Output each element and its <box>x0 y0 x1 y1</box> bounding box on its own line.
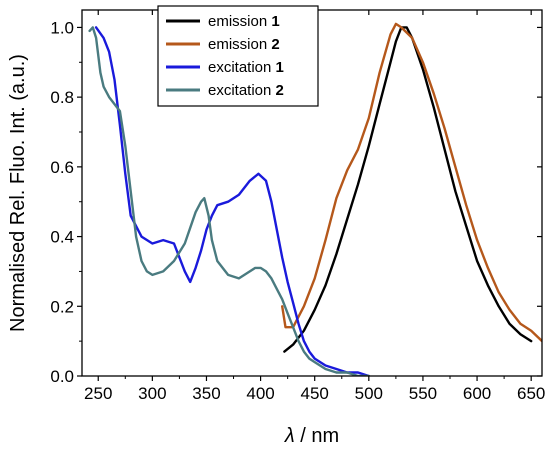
x-tick-label: 600 <box>463 384 491 403</box>
x-axis-title-unit: / nm <box>295 425 339 447</box>
x-tick-label: 500 <box>355 384 383 403</box>
legend-label-text: emission <box>208 13 271 30</box>
legend-label-text: excitation <box>208 59 276 76</box>
x-tick-label: 550 <box>409 384 437 403</box>
legend-label: emission 2 <box>208 36 280 53</box>
series-line-excitation-1 <box>94 26 370 376</box>
x-tick-label: 250 <box>84 384 112 403</box>
y-axis-title: Normalised Rel. Fluo. Int. (a.u.) <box>7 54 29 332</box>
legend-label-number: 1 <box>271 13 279 30</box>
legend-label-text: emission <box>208 36 271 53</box>
legend-label-number: 1 <box>276 59 284 76</box>
x-tick-label: 650 <box>517 384 545 403</box>
x-axis-title: λ / nm <box>284 425 339 447</box>
legend-label-text: excitation <box>208 82 276 99</box>
y-tick-label: 0.6 <box>50 158 74 177</box>
x-tick-label: 350 <box>192 384 220 403</box>
y-tick-label: 0.0 <box>50 367 74 386</box>
x-axis-title-symbol: λ <box>284 425 295 447</box>
legend-label: excitation 2 <box>208 82 284 99</box>
x-tick-label: 450 <box>301 384 329 403</box>
series-line-excitation-2 <box>88 26 370 376</box>
y-tick-label: 0.8 <box>50 88 74 107</box>
x-tick-label: 400 <box>246 384 274 403</box>
series-line-emission-2 <box>281 22 542 343</box>
y-tick-label: 0.2 <box>50 297 74 316</box>
y-tick-label: 1.0 <box>50 18 74 37</box>
legend-label: excitation 1 <box>208 59 284 76</box>
y-tick-label: 0.4 <box>50 228 74 247</box>
x-tick-label: 300 <box>138 384 166 403</box>
legend-label-number: 2 <box>276 82 284 99</box>
series-line-emission-1 <box>283 26 533 353</box>
legend-label: emission 1 <box>208 13 280 30</box>
legend-label-number: 2 <box>271 36 279 53</box>
